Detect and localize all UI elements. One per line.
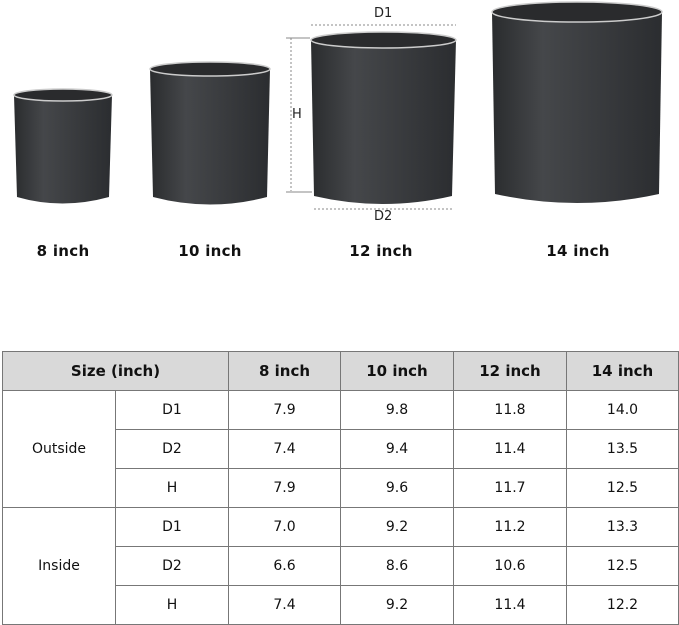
- table-cell: 12.5: [566, 468, 679, 508]
- table-cell: 7.4: [228, 429, 341, 469]
- table-cell: 11.8: [453, 390, 567, 430]
- pot-label-14-inch: 14 inch: [546, 242, 610, 260]
- row-label: D1: [115, 507, 229, 547]
- dimension-lines: [286, 24, 456, 210]
- table-cell: 7.9: [228, 390, 341, 430]
- header-14-inch: 14 inch: [566, 351, 679, 391]
- table-cell: 9.2: [340, 507, 454, 547]
- pot-12-inch: [310, 31, 457, 204]
- dimension-label-d2: D2: [374, 209, 393, 224]
- table-row: D2 6.6 8.6 10.6 12.5: [3, 546, 679, 586]
- row-label: D1: [115, 390, 229, 430]
- row-label: H: [115, 468, 229, 508]
- header-10-inch: 10 inch: [340, 351, 454, 391]
- table-row: Inside D1 7.0 9.2 11.2 13.3: [2, 507, 679, 625]
- pot-10-inch: [149, 61, 271, 205]
- row-label: D2: [115, 546, 229, 586]
- row-label: H: [115, 585, 229, 625]
- table-cell: 9.4: [340, 429, 454, 469]
- pot-label-8-inch: 8 inch: [36, 242, 90, 260]
- table-cell: 10.6: [453, 546, 567, 586]
- table-cell: 12.2: [566, 585, 679, 625]
- table-cell: 7.9: [228, 468, 341, 508]
- table-header-row: Size (inch) 8 inch 10 inch 12 inch 14 in…: [2, 351, 679, 391]
- dimension-label-h: H: [292, 107, 302, 122]
- pot-label-10-inch: 10 inch: [178, 242, 242, 260]
- header-8-inch: 8 inch: [228, 351, 341, 391]
- table-cell: 11.2: [453, 507, 567, 547]
- table-cell: 13.5: [566, 429, 679, 469]
- table-cell: 13.3: [566, 507, 679, 547]
- table-cell: 6.6: [228, 546, 341, 586]
- table-cell: 9.6: [340, 468, 454, 508]
- table-cell: 11.4: [453, 429, 567, 469]
- size-table: Size (inch) 8 inch 10 inch 12 inch 14 in…: [2, 351, 679, 625]
- pot-8-inch: [13, 88, 113, 204]
- header-size: Size (inch): [2, 351, 229, 391]
- row-label: D2: [115, 429, 229, 469]
- pot-14-inch: [491, 1, 663, 203]
- table-cell: 12.5: [566, 546, 679, 586]
- table-cell: 9.8: [340, 390, 454, 430]
- pots-illustration: [13, 1, 663, 210]
- table-cell: 7.4: [228, 585, 341, 625]
- header-12-inch: 12 inch: [453, 351, 567, 391]
- table-cell: 7.0: [228, 507, 341, 547]
- table-cell: 14.0: [566, 390, 679, 430]
- table-cell: 8.6: [340, 546, 454, 586]
- group-label: Outside: [2, 390, 116, 508]
- table-cell: 11.7: [453, 468, 567, 508]
- table-cell: 9.2: [340, 585, 454, 625]
- table-row: H 7.9 9.6 11.7 12.5: [3, 468, 679, 508]
- dimension-label-d1: D1: [374, 6, 393, 21]
- group-label: Inside: [2, 507, 116, 625]
- table-row: H 7.4 9.2 11.4 12.2: [3, 585, 679, 625]
- pot-label-12-inch: 12 inch: [349, 242, 413, 260]
- table-row: Outside D1 7.9 9.8 11.8 14.0: [2, 390, 679, 508]
- table-cell: 11.4: [453, 585, 567, 625]
